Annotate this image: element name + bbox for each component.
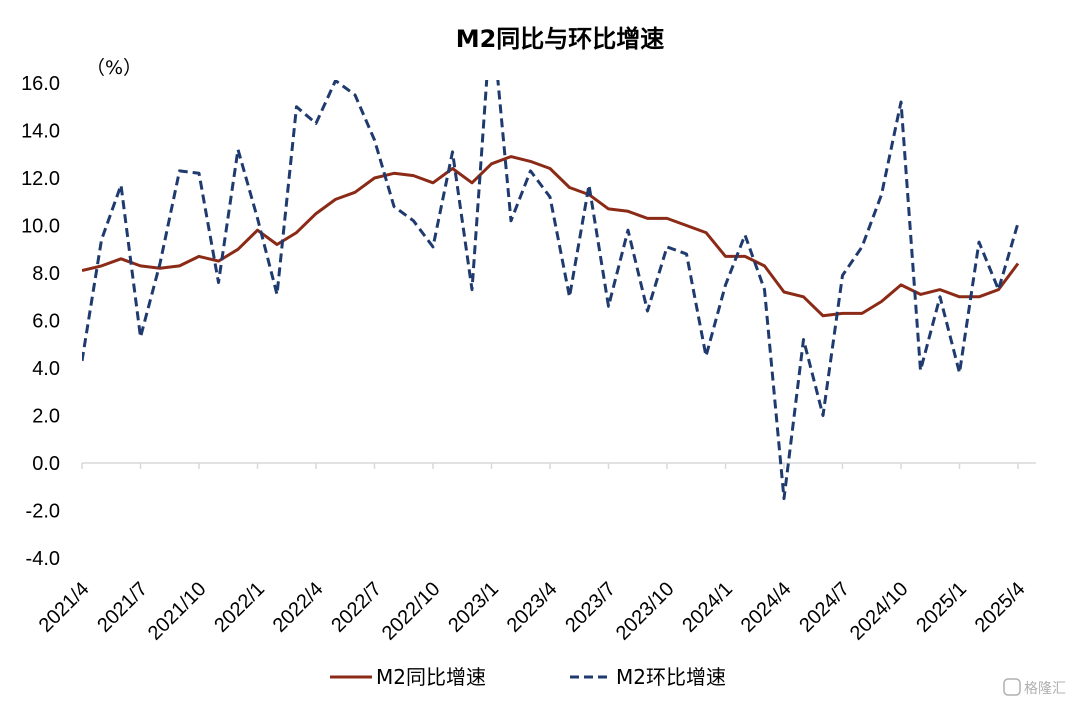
legend-label: M2环比增速 [616,665,726,689]
y-tick-label: 4.0 [32,358,60,380]
x-tick-label: 2024/4 [737,578,796,637]
legend: M2同比增速 M2环比增速 [330,665,726,689]
x-tick-label: 2024/10 [846,578,913,645]
y-tick-label: 8.0 [32,263,60,285]
series-line-yoy [82,155,1020,318]
y-tick-label: 2.0 [32,406,60,428]
unit-label: （%） [86,57,142,79]
gelonghui-logo-icon [1003,678,1021,696]
x-tick-label: 2022/4 [269,578,328,637]
x-tick-label: 2022/7 [327,578,386,637]
y-tick-label: 14.0 [21,121,60,143]
legend-label: M2同比增速 [376,665,486,689]
x-tick-label: 2021/4 [35,578,94,637]
series-layer [82,80,1020,501]
y-tick-label: 12.0 [21,168,60,190]
y-axis-ticks: 16.0 14.0 12.0 10.0 8.0 6.0 4.0 2.0 0.0 -2.0 -4.0 [21,73,60,570]
x-tick-label: 2021/10 [144,578,211,645]
watermark-text: 格隆汇 [1024,681,1066,697]
y-tick-label: -4.0 [26,548,60,570]
x-tick-label: 2025/4 [971,578,1030,637]
y-tick-label: 16.0 [21,73,60,95]
x-tick-label: 2025/1 [912,578,971,637]
x-tick-label: 2024/1 [678,578,737,637]
chart-title: M2同比与环比增速 [456,25,665,53]
y-tick-label: 10.0 [21,216,60,238]
x-tick-label: 2023/7 [561,578,620,637]
x-tick-label: 2021/7 [93,578,152,637]
series-line-mom [82,80,1020,501]
x-tick-label: 2023/1 [444,578,503,637]
x-tick-label: 2023/4 [503,578,562,637]
x-tick-label: 2024/7 [795,578,854,637]
x-tick-label: 2023/10 [612,578,679,645]
y-tick-label: 0.0 [32,453,60,475]
y-tick-label: 6.0 [32,311,60,333]
x-tick-label: 2022/1 [210,578,269,637]
watermark: 格隆汇 [1003,678,1066,697]
x-tick-label: 2022/10 [378,578,445,645]
y-tick-label: -2.0 [26,501,60,523]
